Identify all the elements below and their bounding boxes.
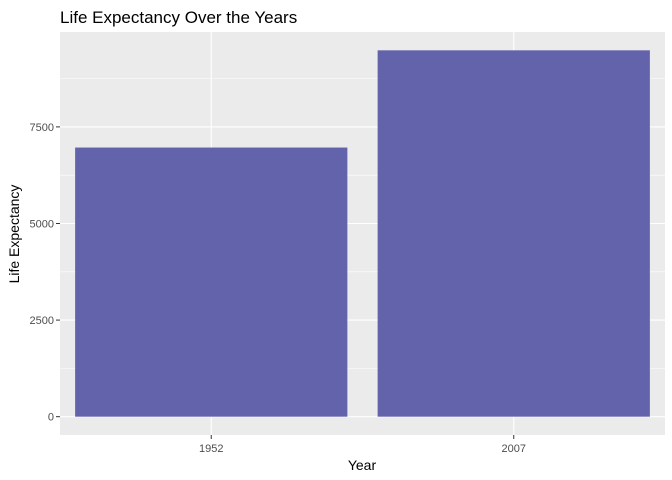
bar-1952 [75, 147, 348, 417]
x-tick-label: 2007 [502, 443, 526, 455]
x-axis: 1952 2007 [199, 435, 526, 455]
y-tick-label: 5000 [30, 218, 54, 230]
x-axis-title: Year [348, 457, 377, 473]
y-tick-label: 7500 [30, 122, 54, 134]
y-axis-title: Life Expectancy [6, 185, 22, 284]
bars [75, 50, 650, 417]
y-axis: 0 2500 5000 7500 [30, 122, 60, 424]
y-tick-label: 2500 [30, 315, 54, 327]
y-tick-label: 0 [48, 412, 54, 424]
chart-title: Life Expectancy Over the Years [60, 8, 297, 27]
x-tick-label: 1952 [199, 443, 223, 455]
bar-2007 [377, 50, 650, 417]
